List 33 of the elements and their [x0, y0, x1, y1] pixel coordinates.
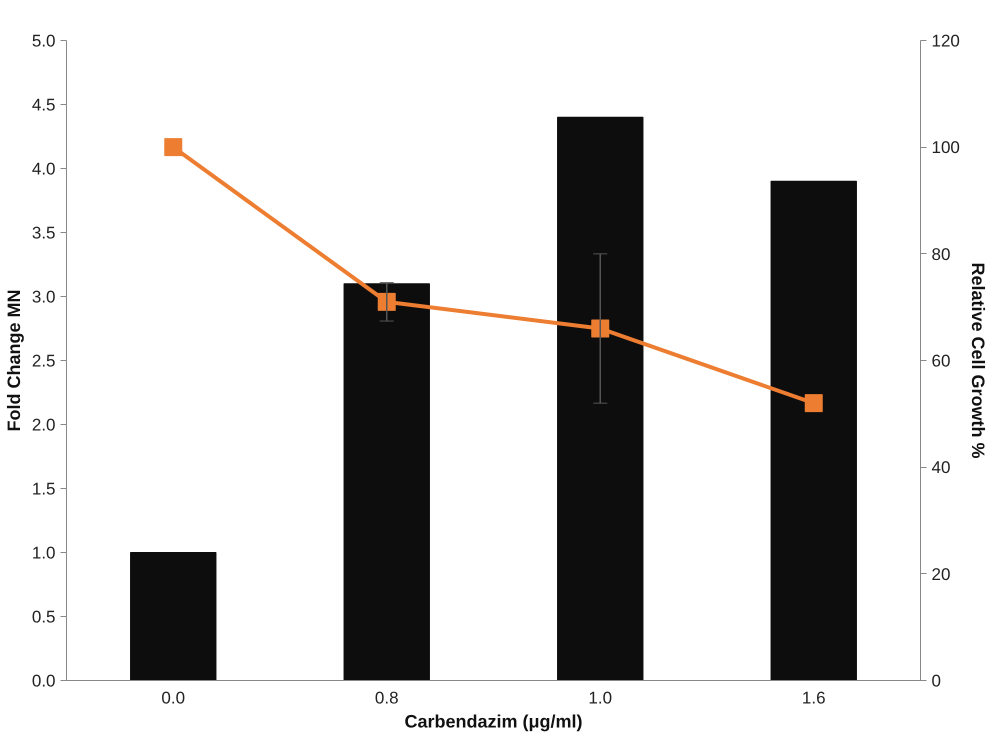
y2-tick-label: 20 — [932, 564, 950, 584]
y-tick-label: 0.0 — [32, 672, 56, 690]
y-tick-label: 2.0 — [32, 416, 56, 434]
y2-tick-label: 120 — [932, 32, 960, 50]
point — [378, 292, 396, 311]
y2-tick-label: 80 — [932, 244, 950, 264]
y-tick-label: 1.5 — [32, 480, 56, 498]
y-tick-label: 0.5 — [32, 608, 56, 626]
bar — [130, 552, 216, 680]
x-tick-label: 1.0 — [588, 688, 612, 708]
x-tick-label: 1.6 — [802, 688, 826, 708]
x-axis-title: Carbendazim (μg/ml) — [404, 712, 583, 732]
point — [804, 394, 823, 412]
x-tick-label: 0.0 — [161, 688, 186, 708]
y-tick-label: 5.0 — [32, 32, 56, 50]
bar — [557, 116, 644, 680]
y-tick-label: 4.0 — [32, 160, 56, 178]
bar — [770, 180, 857, 680]
point — [164, 138, 182, 156]
bar — [344, 283, 430, 680]
y-tick-label: 4.5 — [32, 96, 56, 114]
y-tick-label: 3.5 — [32, 224, 56, 242]
y2-tick-label: 100 — [932, 138, 960, 158]
x-tick-label: 0.8 — [374, 688, 399, 708]
y-tick-label: 2.5 — [32, 352, 56, 370]
y-axis-title: Fold Change MN — [4, 289, 24, 432]
point — [591, 320, 610, 338]
y-tick-label: 3.0 — [32, 288, 56, 306]
y2-tick-label: 40 — [932, 458, 950, 478]
y-tick-label: 1.0 — [32, 544, 56, 562]
y2-axis-title: Relative Cell Growth % — [968, 262, 988, 459]
y2-tick-label: 0 — [932, 672, 941, 690]
y2-tick-label: 60 — [932, 352, 950, 370]
